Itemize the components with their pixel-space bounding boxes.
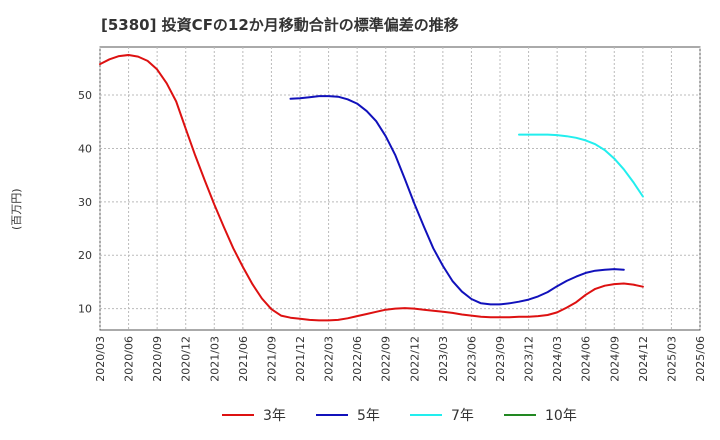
plot-frame [99, 46, 701, 331]
x-tick-label: 2023/03 [437, 336, 450, 382]
chart-plot: 10 20 30 40 50 2020/03 2020/06 2020/09 2020/12 20… [78, 46, 707, 382]
y-tick-label: 30 [78, 196, 92, 209]
x-tick-label: 2020/06 [123, 336, 136, 382]
legend-item: 3年 [222, 403, 286, 427]
legend-item: 10年 [504, 403, 577, 427]
legend-item: 7年 [410, 403, 474, 427]
x-tick-label: 2025/06 [694, 336, 707, 382]
legend-swatch [222, 414, 254, 416]
x-tick-label: 2025/03 [665, 336, 678, 382]
y-tick-label: 20 [78, 249, 92, 262]
series-line-3 [518, 133, 644, 198]
x-tick-label: 2023/06 [465, 336, 478, 382]
legend-label: 7年 [451, 408, 474, 424]
x-tick-label: 2022/03 [323, 336, 336, 382]
x-tick-label: 2024/12 [637, 336, 650, 382]
x-tick-label: 2024/09 [608, 336, 621, 382]
legend-swatch [410, 414, 442, 416]
y-tick-label: 40 [78, 142, 92, 155]
y-tick-label: 10 [78, 303, 92, 316]
chart-legend: 3年 5年 7年 10年 [0, 403, 720, 427]
x-tick-label: 2023/09 [494, 336, 507, 382]
legend-swatch [504, 414, 536, 416]
x-tick-label: 2020/09 [151, 336, 164, 382]
x-tick-label: 2022/09 [380, 336, 393, 382]
legend-label: 10年 [545, 408, 577, 424]
chart-title: [5380] 投資CFの12か月移動合計の標準偏差の推移 [101, 16, 459, 34]
series-line-1 [99, 54, 644, 322]
legend-label: 5年 [357, 408, 380, 424]
x-tick-label: 2021/06 [237, 336, 250, 382]
x-tick-label: 2021/09 [265, 336, 278, 382]
x-tick-label: 2021/03 [208, 336, 221, 382]
x-tick-label: 2022/06 [351, 336, 364, 382]
x-tick-label: 2024/03 [551, 336, 564, 382]
x-tick-label: 2023/12 [523, 336, 536, 382]
x-tick-label: 2022/12 [408, 336, 421, 382]
x-tick-label: 2024/06 [580, 336, 593, 382]
legend-item: 5年 [316, 403, 380, 427]
legend-swatch [316, 414, 348, 416]
legend-label: 3年 [263, 408, 286, 424]
x-tick-label: 2020/03 [94, 336, 107, 382]
x-tick-label: 2021/12 [294, 336, 307, 382]
x-tick-label: 2020/12 [180, 336, 193, 382]
series-line-2 [289, 95, 625, 306]
y-tick-label: 50 [78, 89, 92, 102]
